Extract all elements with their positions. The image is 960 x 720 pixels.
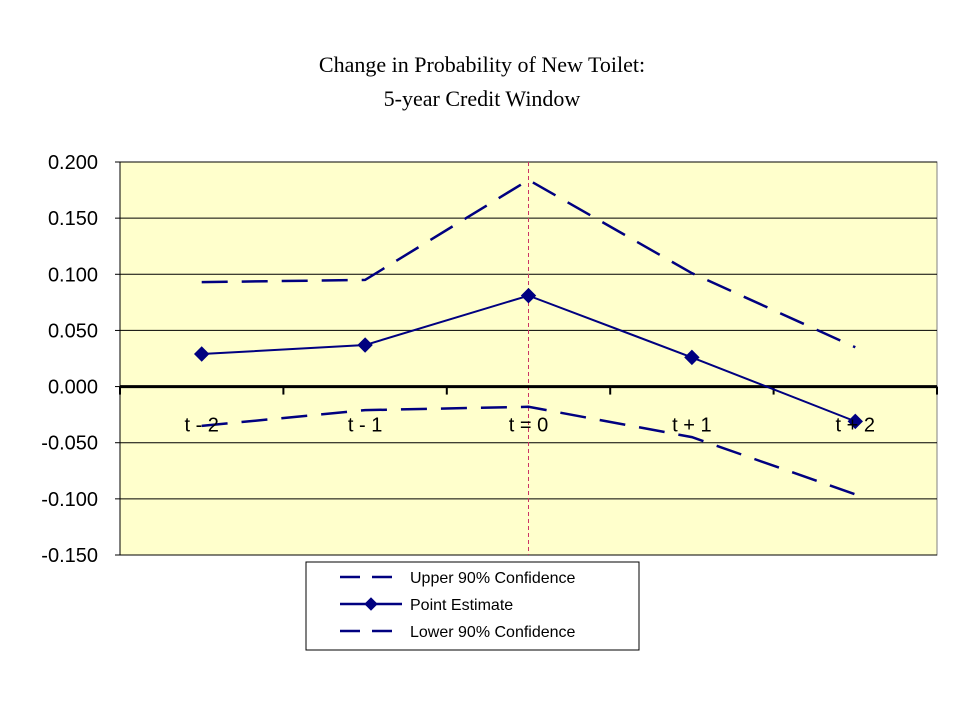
y-tick-label: 0.200 (48, 152, 98, 174)
chart-title-line-2: 5-year Credit Window (384, 86, 581, 111)
y-tick-label: 0.100 (48, 264, 98, 286)
legend-label: Upper 90% Confidence (410, 570, 576, 587)
x-tick-label: t + 1 (672, 415, 711, 437)
y-tick-labels: 0.200 0.150 0.100 0.050 0.000 -0.050 -0.100 -0.… (41, 152, 98, 567)
y-tick-label: -0.100 (41, 489, 98, 511)
x-tick-label: t - 1 (348, 415, 382, 437)
y-tick-label: 0.000 (48, 377, 98, 399)
x-tick-label: t = 0 (509, 415, 548, 437)
y-tick-label: 0.050 (48, 320, 98, 342)
chart-title-line-1: Change in Probability of New Toilet: (319, 52, 645, 77)
y-tick-label: -0.050 (41, 433, 98, 455)
y-tick-label: -0.150 (41, 545, 98, 567)
legend-label: Point Estimate (410, 597, 513, 614)
y-tick-label: 0.150 (48, 208, 98, 230)
legend: Upper 90% Confidence Point Estimate Lower … (306, 562, 639, 650)
x-tick-label: t + 2 (836, 415, 875, 437)
legend-label: Lower 90% Confidence (410, 624, 576, 641)
x-tick-label: t - 2 (184, 415, 218, 437)
